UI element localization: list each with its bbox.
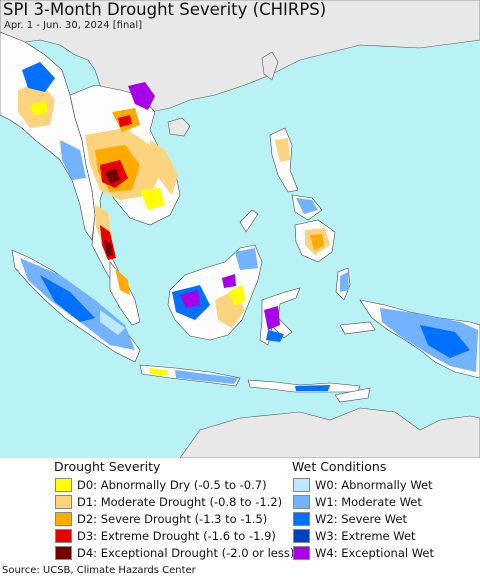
d1-vietnam <box>150 140 178 195</box>
swatch-w0 <box>293 478 310 492</box>
legend-label-w1: W1: Moderate Wet <box>315 495 422 509</box>
d4-thailand <box>105 168 120 184</box>
seram-island <box>339 321 376 335</box>
legend-label-w4: W4: Exceptional Wet <box>315 546 434 560</box>
legend-item-w3: W3: Extreme Wet <box>293 528 416 544</box>
d0-java <box>150 368 168 376</box>
legend-item-d2: D2: Severe Drought (-1.3 to -1.5) <box>55 511 267 527</box>
taiwan-island <box>261 51 279 81</box>
d1-luzon <box>275 138 290 162</box>
swatch-d2 <box>55 512 72 526</box>
wet-legend-title: Wet Conditions <box>292 459 387 474</box>
legend-item-d3: D3: Extreme Drought (-1.6 to -1.9) <box>55 528 276 544</box>
d2-malaysia <box>115 268 130 295</box>
swatch-w4 <box>293 546 310 560</box>
palawan-island <box>239 209 259 233</box>
wet-patches <box>20 62 478 391</box>
legend-item-w4: W4: Exceptional Wet <box>293 545 434 561</box>
legend-label-d2: D2: Severe Drought (-1.3 to -1.5) <box>77 512 268 526</box>
swatch-d1 <box>55 495 72 509</box>
legend-label-d4: D4: Exceptional Drought (-2.0 or less) <box>77 546 295 560</box>
timor-island <box>334 387 371 403</box>
legend-item-w1: W1: Moderate Wet <box>293 494 422 510</box>
legend-item-w2: W2: Severe Wet <box>293 511 407 527</box>
w2-myanmar <box>22 62 55 92</box>
drought-map <box>0 0 480 458</box>
legend-label-w0: W0: Abnormally Wet <box>315 478 433 492</box>
map-subtitle: Apr. 1 - Jun. 30, 2024 [final] <box>4 20 143 31</box>
legend-label-w3: W3: Extreme Wet <box>315 529 416 543</box>
w1-visayas <box>296 198 318 214</box>
d0-borneo <box>228 285 246 306</box>
legend-item-w0: W0: Abnormally Wet <box>293 477 433 493</box>
drought-legend-title: Drought Severity <box>54 459 161 474</box>
swatch-w2 <box>293 512 310 526</box>
swatch-d4 <box>55 546 72 560</box>
w4-sulawesi <box>264 306 280 330</box>
w2-sulawesi <box>266 330 284 342</box>
w4-borneo <box>180 290 200 308</box>
d3-laos <box>118 115 132 127</box>
legend: Drought Severity Wet Conditions D0: Abno… <box>0 458 480 562</box>
w1-moluccas <box>340 272 349 292</box>
myanmar-landmass <box>0 31 96 241</box>
w2-lesser-sunda <box>295 385 330 391</box>
d2-mindanao <box>310 234 324 250</box>
w0-sumatra <box>100 310 125 335</box>
d0-cambodia <box>140 188 165 210</box>
w2-new-guinea <box>420 325 470 358</box>
title-block: SPI 3-Month Drought Severity (CHIRPS) Ap… <box>0 0 330 33</box>
legend-label-d3: D3: Extreme Drought (-1.6 to -1.9) <box>77 529 276 543</box>
legend-label-d1: D1: Moderate Drought (-0.8 to -1.2) <box>77 495 283 509</box>
legend-label-d0: D0: Abnormally Dry (-0.5 to -0.7) <box>77 478 267 492</box>
w4-vietnam-north <box>128 82 155 110</box>
legend-label-w2: W2: Severe Wet <box>315 512 407 526</box>
w1-java <box>175 370 238 384</box>
source-credit: Source: UCSB, Climate Hazards Center <box>2 565 196 576</box>
swatch-w1 <box>293 495 310 509</box>
australia-landmass <box>179 407 480 458</box>
d4-peninsula <box>104 240 113 256</box>
swatch-d0 <box>55 478 72 492</box>
legend-item-d0: D0: Abnormally Dry (-0.5 to -0.7) <box>55 477 267 493</box>
swatch-w3 <box>293 529 310 543</box>
legend-item-d1: D1: Moderate Drought (-0.8 to -1.2) <box>55 494 282 510</box>
drought-patches <box>18 82 330 376</box>
swatch-d3 <box>55 529 72 543</box>
d0-myanmar <box>30 100 48 116</box>
w4-borneo-east <box>222 274 236 288</box>
w1-borneo-north <box>235 248 258 270</box>
legend-item-d4: D4: Exceptional Drought (-2.0 or less) <box>55 545 294 561</box>
w1-myanmar-south <box>60 140 86 180</box>
map-title: SPI 3-Month Drought Severity (CHIRPS) <box>3 0 327 19</box>
w2-sumatra <box>40 275 95 322</box>
hainan-island <box>167 117 191 137</box>
